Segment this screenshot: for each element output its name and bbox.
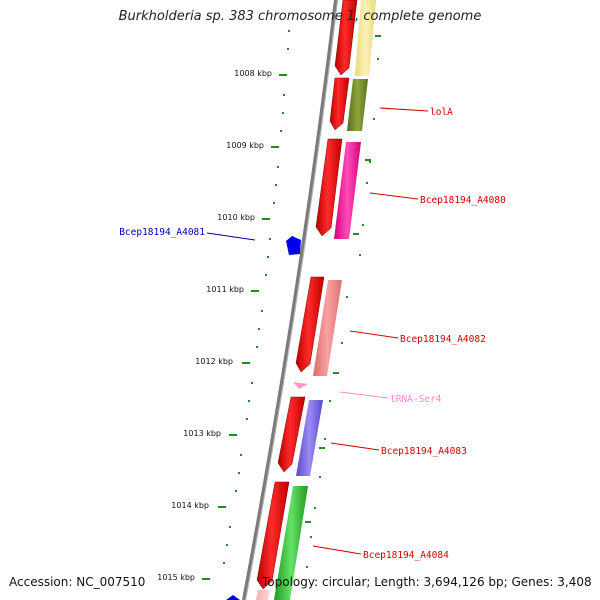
- gene-label-lolA[interactable]: lolA: [430, 107, 453, 118]
- gene-arrow-A4081[interactable]: [286, 236, 301, 255]
- gene-label-tRNA-Ser4[interactable]: tRNA-Ser4: [390, 394, 442, 405]
- gene-bar-A4082[interactable]: [313, 280, 342, 376]
- gene-label-A4082[interactable]: Bcep18194_A4082: [400, 334, 486, 345]
- tick-label: 1015 kbp: [157, 573, 195, 582]
- gene-bar-A4080[interactable]: [334, 142, 361, 239]
- cds-track: [256, 0, 358, 600]
- gene-arrow[interactable]: [256, 481, 290, 590]
- major-ticks: [202, 74, 287, 580]
- gene-arrow[interactable]: [315, 138, 343, 237]
- tick-label: 1014 kbp: [171, 501, 209, 510]
- gene-arrow[interactable]: [256, 590, 270, 600]
- tick-label-group: 1008 kbp 1009 kbp 1010 kbp 1011 kbp 1012…: [157, 69, 272, 582]
- inner-tick-track: [306, 58, 379, 568]
- label-leaders: [206, 107, 429, 555]
- tick-label: 1011 kbp: [206, 285, 244, 294]
- gene-bar-A4084[interactable]: [274, 486, 308, 600]
- genome-backbone-highlight: [245, 0, 338, 600]
- gene-arrow[interactable]: [334, 0, 358, 76]
- gene-label-A4084[interactable]: Bcep18194_A4084: [363, 550, 449, 561]
- gene-label-A4081[interactable]: Bcep18194_A4081: [119, 227, 205, 238]
- gene-arrow[interactable]: [277, 396, 306, 473]
- gene-bar-upstream[interactable]: [355, 0, 376, 76]
- feature-track: [274, 0, 376, 600]
- trna-marker[interactable]: [293, 382, 308, 389]
- gene-arrow-bottom[interactable]: [226, 595, 240, 600]
- tick-label: 1009 kbp: [226, 141, 264, 150]
- tick-label: 1013 kbp: [183, 429, 221, 438]
- gene-label-group: lolA Bcep18194_A4080 Bcep18194_A4081 Bce…: [119, 107, 506, 561]
- inner-major-ticks: [305, 35, 381, 523]
- gene-label-A4080[interactable]: Bcep18194_A4080: [420, 195, 506, 206]
- tick-label: 1008 kbp: [234, 69, 272, 78]
- tick-label: 1010 kbp: [217, 213, 255, 222]
- topology-label: Topology: circular; Length: 3,694,126 bp…: [262, 575, 592, 589]
- gene-bar-A4083[interactable]: [296, 400, 323, 476]
- gene-bar-lolA[interactable]: [347, 79, 368, 131]
- gene-arrow[interactable]: [295, 276, 325, 373]
- gene-label-A4083[interactable]: Bcep18194_A4083: [381, 446, 467, 457]
- accession-label: Accession: NC_007510: [9, 575, 146, 589]
- tick-label: 1012 kbp: [195, 357, 233, 366]
- gene-arrow[interactable]: [329, 77, 350, 131]
- outer-tick-track: [223, 30, 290, 564]
- map-title: Burkholderia sp. 383 chromosome 1, compl…: [118, 9, 482, 24]
- genome-backbone: [242, 0, 338, 600]
